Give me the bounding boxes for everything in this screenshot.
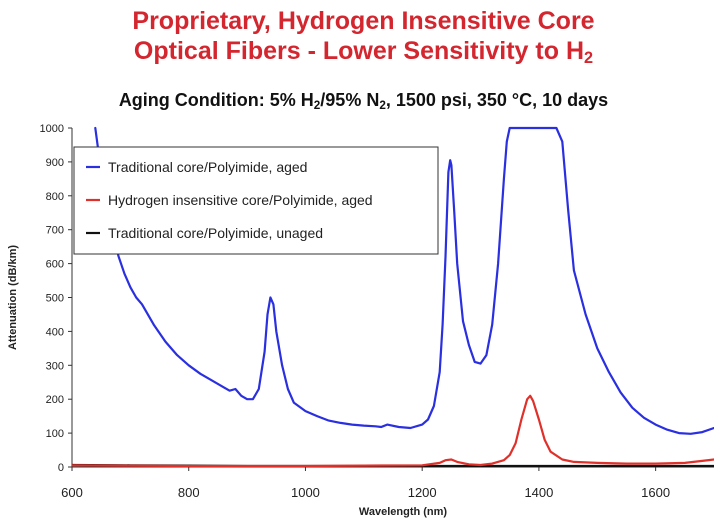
y-tick-label: 900 [46,157,64,169]
subtitle-part-a: Aging Condition: 5% H [118,90,314,110]
y-tick-label: 300 [46,360,64,372]
title-line-1: Proprietary, Hydrogen Insensitive Core [132,7,595,35]
x-tick-label: 600 [61,485,83,500]
x-tick-label: 1000 [291,485,320,500]
legend-entry-3: Traditional core/Polyimide, unaged [108,225,323,241]
y-tick-label: 1000 [40,123,64,135]
x-tick-label: 1400 [524,485,553,500]
subtitle-part-c: , 1500 psi, 350 °C, 10 days [385,90,609,110]
y-axis-label: Attenuation (dB/km) [7,245,19,350]
legend-entry-2: Hydrogen insensitive core/Polyimide, age… [108,192,373,208]
series-line-1 [94,126,714,435]
y-tick-label: 600 [46,259,64,271]
x-tick-label: 800 [178,485,200,500]
x-axis-label: Wavelength (nm) [359,506,448,518]
series-line-2 [72,394,714,468]
y-tick-label: 100 [46,428,64,440]
subtitle-part-b: /95% N [320,90,380,110]
y-tick-label: 500 [46,293,64,305]
subtitle-sub-1: 2 [313,98,321,112]
title-line-2: Optical Fibers - Lower Sensitivity to H2 [0,36,727,66]
y-tick-label: 800 [46,191,64,203]
legend: Traditional core/Polyimide, aged Hydrogen… [73,146,439,255]
title-subscript: 2 [584,49,594,68]
y-tick-label: 200 [46,394,64,406]
y-tick-label: 700 [46,225,64,237]
title-line-2-text: Optical Fibers - Lower Sensitivity to H [133,37,585,65]
legend-box [73,146,439,255]
x-tick-label: 1200 [408,485,437,500]
series-layer [72,126,714,468]
y-tick-label: 0 [58,462,64,474]
legend-entry-1: Traditional core/Polyimide, aged [108,159,307,175]
subtitle-sub-2: 2 [379,98,386,112]
aging-condition-subtitle: Aging Condition: 5% H2/95% N2, 1500 psi,… [0,90,727,111]
y-tick-label: 400 [46,326,64,338]
x-tick-label: 1600 [641,485,670,500]
